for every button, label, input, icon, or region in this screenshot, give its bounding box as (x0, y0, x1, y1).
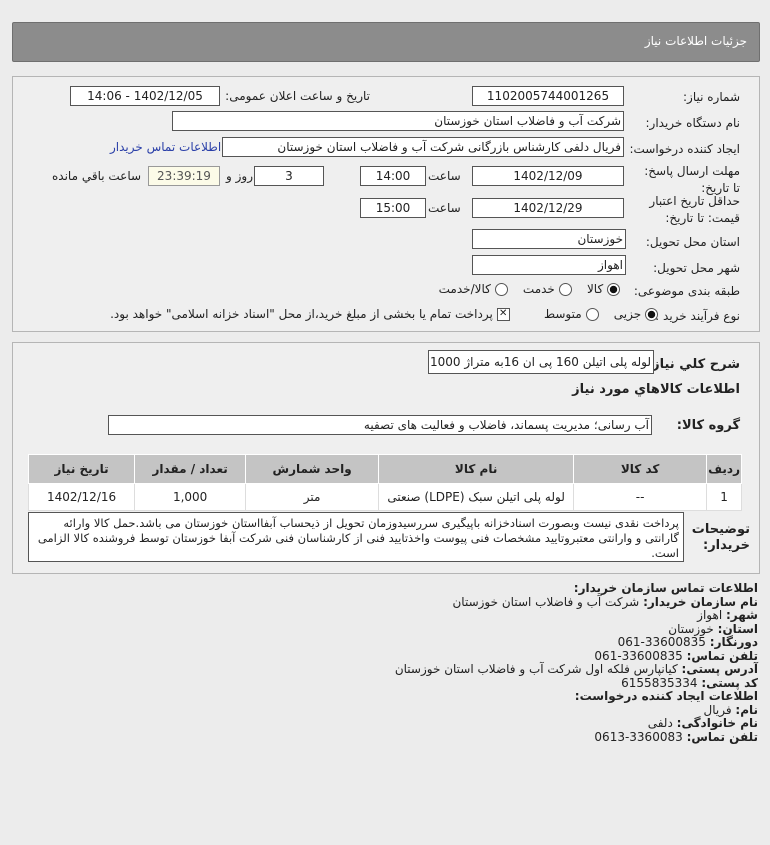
category-radio-service[interactable] (558, 283, 572, 296)
days-label: روز و (226, 169, 253, 183)
col-name: نام کالا (378, 454, 575, 484)
creator-phone-label: تلفن تماس: (686, 729, 758, 744)
treasury-payment-checkbox[interactable]: ✕ (496, 308, 510, 321)
cell-qty: 1,000 (134, 483, 247, 511)
deadline-time-label: ساعت (428, 169, 461, 183)
fax-value: 061-33600835 (617, 635, 706, 649)
remaining-label: ساعت باقي مانده (52, 169, 142, 183)
cell-row: 1 (706, 483, 742, 511)
org-label: نام سازمان خریدار: (643, 594, 758, 609)
table-header-row: ردیف کد کالا نام کالا واحد شمارش تعداد /… (27, 454, 742, 484)
remaining-time-field: 23:39:19 (148, 166, 220, 186)
goods-table: ردیف کد کالا نام کالا واحد شمارش تعداد /… (27, 454, 742, 511)
address-value: کیانپارس فلکه اول شرکت آب و فاضلاب استان… (394, 662, 678, 676)
validity-time-label: ساعت (428, 201, 461, 215)
buyer-notes-label: توضیحات خریدار: (691, 522, 750, 553)
process-label: نوع فرآیند خرید : (655, 309, 740, 323)
creator-field: فریال دلفی کارشناس بازرگانی شرکت آب و فا… (222, 137, 624, 157)
need-number-field: 1102005744001265 (472, 86, 624, 106)
cell-code: -- (573, 483, 708, 511)
phone-value: 061-33600835 (594, 648, 683, 663)
col-date: تاریخ نیاز (27, 454, 136, 484)
col-code: کد کالا (573, 454, 708, 484)
announce-field: 1402/12/05 - 14:06 (70, 86, 220, 106)
summary-label: شرح كلي نياز: (646, 357, 740, 372)
page-title: جزئیات اطلاعات نیاز (644, 34, 747, 48)
name-label: نام: (735, 702, 758, 717)
province-label: استان محل تحویل: (645, 235, 740, 249)
buyer-notes-field: پرداخت نقدی نیست وبصورت اسنادخزانه باپیگ… (28, 512, 684, 562)
city-field: اهواز (472, 255, 626, 275)
city-value: اهواز (697, 608, 723, 622)
process-option-label: متوسط (543, 307, 582, 321)
goods-section-title: اطلاعات کالاهاي مورد نياز (572, 382, 740, 397)
category-option-label: کالا (586, 282, 604, 296)
col-unit: واحد شمارش (245, 454, 380, 484)
city-label: شهر محل تحویل: (653, 261, 740, 275)
deadline-time-field: 14:00 (360, 166, 426, 186)
validity-date-field: 1402/12/29 (472, 198, 624, 218)
address-label: آدرس پستی: (681, 662, 758, 676)
cell-name: لوله پلی اتیلن سبک (LDPE) صنعتی (378, 483, 575, 511)
city-label: شهر: (726, 608, 758, 622)
category-radio-both[interactable] (494, 283, 508, 296)
buyer-field: شرکت آب و فاضلاب استان خوزستان (172, 111, 624, 131)
goods-group-field: آب رسانی؛ مدیریت پسماند، فاضلاب و فعالیت… (108, 415, 652, 435)
cell-date: 1402/12/16 (27, 483, 136, 511)
process-option-label: جزیی (613, 307, 642, 321)
deadline-label: مهلت ارسال پاسخ: تا تاریخ: (644, 164, 740, 195)
buyer-contact-link[interactable]: اطلاعات تماس خریدار (110, 140, 222, 154)
province-value: خوزستان (668, 621, 714, 636)
creator-label: ایجاد کننده درخواست: (629, 142, 740, 156)
payment-note: پرداخت تمام یا بخشی از مبلغ خرید،از محل … (110, 307, 493, 321)
province-label: استان: (717, 621, 758, 636)
validity-time-field: 15:00 (360, 198, 426, 218)
category-radio-goods[interactable] (607, 283, 620, 296)
category-option-label: کالا/خدمت (438, 282, 491, 296)
page-header: جزئیات اطلاعات نیاز (12, 22, 760, 62)
name-value: فریال (703, 702, 732, 717)
category-radio-group: کالا خدمت کالا/خدمت (439, 282, 620, 296)
validity-label: حداقل تاریخ اعتبار قیمت: تا تاریخ: (649, 194, 740, 225)
col-qty: تعداد / مقدار (134, 454, 247, 484)
family-label: نام خانوادگی: (676, 716, 758, 730)
summary-field: لوله پلی اتیلن 160 پی ان 16به متراژ 1000 (428, 350, 654, 374)
process-radio-medium[interactable] (585, 308, 599, 321)
goods-group-label: گروه کالا: (676, 418, 740, 433)
table-row: 1 -- لوله پلی اتیلن سبک (LDPE) صنعتی متر… (27, 483, 742, 511)
postal-label: کد پستی: (701, 675, 758, 690)
category-option-label: خدمت (522, 282, 555, 296)
postal-value: 6155835334 (621, 675, 698, 690)
process-radio-group: جزیی متوسط ✕ پرداخت تمام یا بخشی از مبلغ… (110, 307, 658, 321)
category-label: طبقه بندی موضوعی: (633, 284, 740, 298)
org-value: شرکت آب و فاضلاب استان خوزستان (452, 594, 640, 609)
buyer-label: نام دستگاه خریدار: (645, 116, 741, 130)
process-radio-minor[interactable] (645, 308, 658, 321)
deadline-date-field: 1402/12/09 (472, 166, 624, 186)
announce-label: تاریخ و ساعت اعلان عمومی: (225, 89, 370, 103)
creator-info-title: اطلاعات ایجاد کننده درخواست: (574, 689, 758, 703)
contact-title: اطلاعات تماس سازمان خریدار: (573, 581, 758, 595)
fax-label: دورنگار: (709, 635, 758, 649)
province-field: خوزستان (472, 229, 626, 249)
creator-phone-value: 0613-3360083 (594, 729, 683, 744)
buyer-contact-info: اطلاعات تماس سازمان خریدار: نام سازمان خ… (358, 581, 758, 744)
need-number-label: شماره نیاز: (683, 90, 740, 104)
col-row: ردیف (706, 454, 742, 484)
days-field: 3 (254, 166, 324, 186)
cell-unit: متر (245, 483, 380, 511)
phone-label: تلفن تماس: (686, 648, 758, 663)
family-value: دلفی (647, 716, 673, 730)
